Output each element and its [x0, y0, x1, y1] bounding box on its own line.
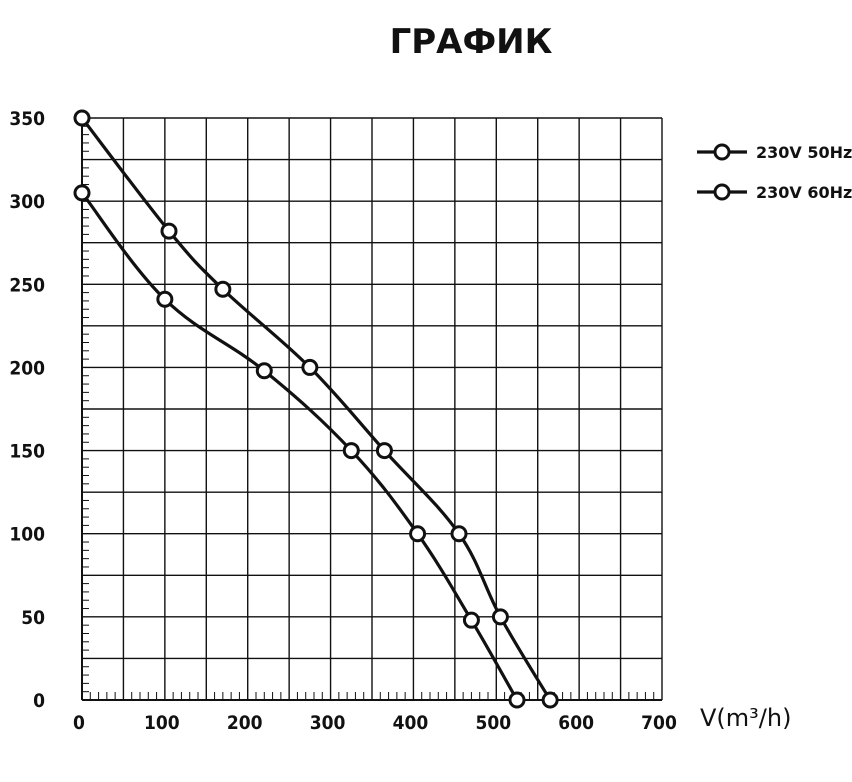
y-tick-label: 200 — [9, 357, 45, 379]
chart-title: ГРАФИК — [389, 22, 553, 62]
legend-label: 230V 60Hz — [756, 183, 852, 202]
data-point — [462, 611, 480, 629]
data-point — [301, 358, 319, 376]
y-tick-label: 50 — [21, 607, 45, 629]
data-point — [73, 109, 91, 127]
x-axis-label: V(m³/h) — [700, 704, 791, 732]
legend: 230V 50Hz 230V 60Hz — [697, 143, 852, 202]
data-point — [541, 691, 559, 709]
data-point — [508, 691, 526, 709]
x-tick-label: 0 — [73, 712, 85, 734]
data-point — [73, 184, 91, 202]
legend-marker — [713, 183, 731, 201]
x-tick-label: 500 — [475, 712, 511, 734]
data-point — [409, 525, 427, 543]
y-tick-label: 100 — [9, 524, 45, 546]
x-tick-label: 400 — [393, 712, 429, 734]
legend-marker — [713, 143, 731, 161]
x-tick-label: 200 — [227, 712, 263, 734]
axis-ticks: 0 100 200 300 400 500 600 700 0 50 100 150 200 250 300… — [9, 108, 677, 734]
data-point — [342, 442, 360, 460]
series-group — [73, 109, 559, 709]
data-point — [450, 525, 468, 543]
y-tick-label: 0 — [33, 690, 45, 712]
y-tick-label: 350 — [9, 108, 45, 130]
grid — [81, 117, 663, 701]
x-tick-label: 300 — [310, 712, 346, 734]
data-point — [255, 362, 273, 380]
y-tick-label: 300 — [9, 191, 45, 213]
x-tick-label: 600 — [558, 712, 594, 734]
y-tick-label: 250 — [9, 274, 45, 296]
series-line — [80, 191, 519, 701]
data-point — [156, 290, 174, 308]
x-tick-label: 700 — [641, 712, 677, 734]
data-point — [160, 222, 178, 240]
legend-label: 230V 50Hz — [756, 143, 852, 162]
data-point — [375, 442, 393, 460]
data-point — [491, 608, 509, 626]
x-tick-label: 100 — [144, 712, 180, 734]
data-point — [214, 280, 232, 298]
y-tick-label: 150 — [9, 441, 45, 463]
